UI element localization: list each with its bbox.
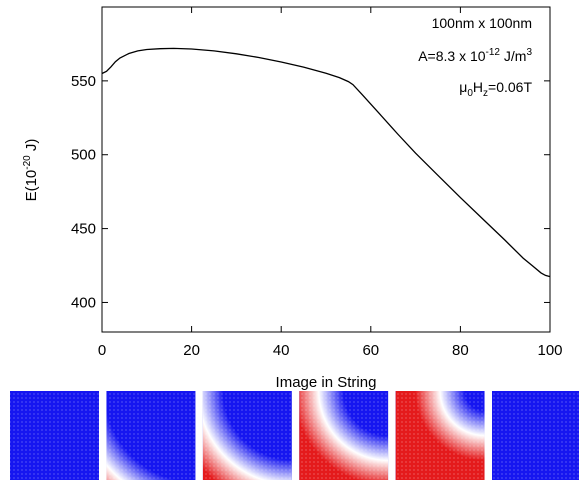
x-tick-label: 60 (362, 342, 379, 359)
y-tick-label: 450 (71, 221, 96, 238)
x-tick-label: 80 (452, 342, 469, 359)
annotation-exchange: A=8.3 x 10-12 J/m3 (418, 47, 532, 64)
y-axis: 400 450 500 550 (71, 73, 550, 311)
magnetization-snapshots (10, 391, 579, 480)
x-tick-label: 0 (98, 342, 106, 359)
plot-frame (101, 6, 551, 333)
x-axis-label: Image in String (276, 374, 377, 391)
annotation-field: μ0Hz=0.06T (459, 79, 532, 99)
snapshot-panel (299, 391, 389, 480)
x-tick-label: 20 (183, 342, 200, 359)
snapshot-panel (395, 391, 485, 480)
energy-curve (101, 47, 551, 278)
x-axis: 0 20 40 60 80 100 (98, 7, 563, 359)
y-tick-label: 400 (71, 294, 96, 311)
y-tick-label: 500 (71, 147, 96, 164)
x-tick-label: 40 (273, 342, 290, 359)
snapshot-panel (10, 391, 99, 480)
snapshot-panel (492, 391, 579, 480)
y-axis-label: E(10-20 J) (22, 139, 40, 202)
x-tick-label: 100 (537, 342, 562, 359)
snapshot-panel (202, 391, 292, 480)
y-tick-label: 550 (71, 73, 96, 90)
annotation-size: 100nm x 100nm (432, 15, 532, 31)
chart: 0 20 40 60 80 100 400 450 500 550 Image in Strin… (22, 6, 563, 391)
snapshot-panel (106, 391, 196, 480)
